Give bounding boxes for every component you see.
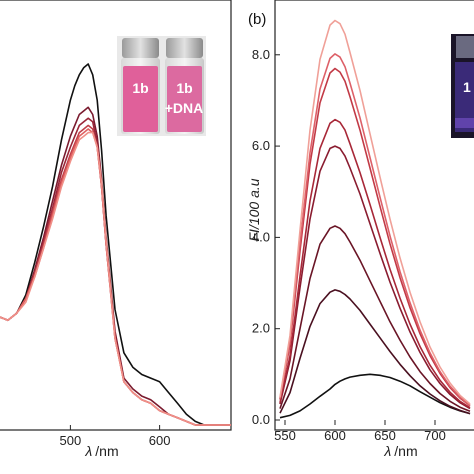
- panel-b-series-4-line: [279, 145, 471, 410]
- vial-1-label: 1: [463, 79, 471, 95]
- panel-a-x-axis-label: λ/nm: [84, 443, 118, 459]
- panel-b-x-tick-label: 700: [424, 428, 446, 443]
- panel-b-y-axis-label: FI/100 a.u: [246, 178, 262, 241]
- vial-1b-label: 1b: [132, 80, 148, 96]
- panel-a-series-6-line: [0, 131, 231, 426]
- panel-b-inset: 1: [451, 34, 474, 138]
- vial-1b-dna-label-line2: +DNA: [165, 100, 204, 116]
- panel-b-y-tick-label: 2.0: [252, 321, 270, 336]
- panel-b: (b) 550 600 650 700 0.0 2.0 4.0 6.0 8.0 1 FI/10…: [246, 0, 474, 459]
- panel-b-series-6-line: [279, 67, 471, 407]
- panel-b-series-3-line: [279, 225, 471, 413]
- panel-a-inset: 1b 1b +DNA: [117, 36, 206, 136]
- panel-a-x-ticks: 500 600: [60, 425, 171, 448]
- panel-b-x-tick-label: 650: [374, 428, 396, 443]
- panel-b-x-ticks: 550 600 650 700: [274, 420, 446, 443]
- panel-b-x-tick-label: 550: [274, 428, 296, 443]
- panel-b-series-group: [279, 19, 471, 419]
- panel-b-series-2-line: [279, 289, 471, 415]
- panel-a: 500 600 1b 1b +DNA λ/nm: [0, 0, 232, 459]
- panel-a-x-tick-label: 600: [149, 433, 171, 448]
- panel-a-x-tick-label: 500: [60, 433, 82, 448]
- vial-1b-dna: 1b +DNA: [165, 38, 204, 134]
- panel-b-label: (b): [248, 11, 266, 28]
- panel-a-series-2-line: [0, 106, 231, 426]
- panel-b-series-1-line: [279, 373, 471, 419]
- vial-1b-liquid: [123, 66, 158, 132]
- panel-a-series-group: [0, 63, 231, 426]
- panel-b-y-tick-label: 0.0: [252, 412, 270, 427]
- panel-b-series-7-line: [279, 53, 471, 407]
- panel-b-y-tick-label: 8.0: [252, 47, 270, 62]
- panel-b-y-tick-label: 4.0: [252, 229, 270, 244]
- panel-a-series-1-line: [0, 63, 231, 426]
- panel-a-frame: [0, 0, 232, 431]
- vial-1b-dna-label-line1: 1b: [176, 80, 192, 96]
- panel-b-series-5-line: [279, 118, 471, 409]
- panel-b-y-ticks: 0.0 2.0 4.0 6.0 8.0: [252, 47, 280, 427]
- panel-b-y-tick-label: 6.0: [252, 138, 270, 153]
- vial-1b: 1b: [121, 38, 160, 134]
- panel-b-series-8-line: [279, 19, 471, 405]
- panel-b-x-tick-label: 600: [324, 428, 346, 443]
- panel-b-frame: [274, 0, 474, 431]
- vial-1b-dna-liquid: [167, 66, 202, 132]
- vial-1-liquid: [455, 62, 474, 132]
- panel-b-x-axis-label: λ/nm: [383, 443, 417, 459]
